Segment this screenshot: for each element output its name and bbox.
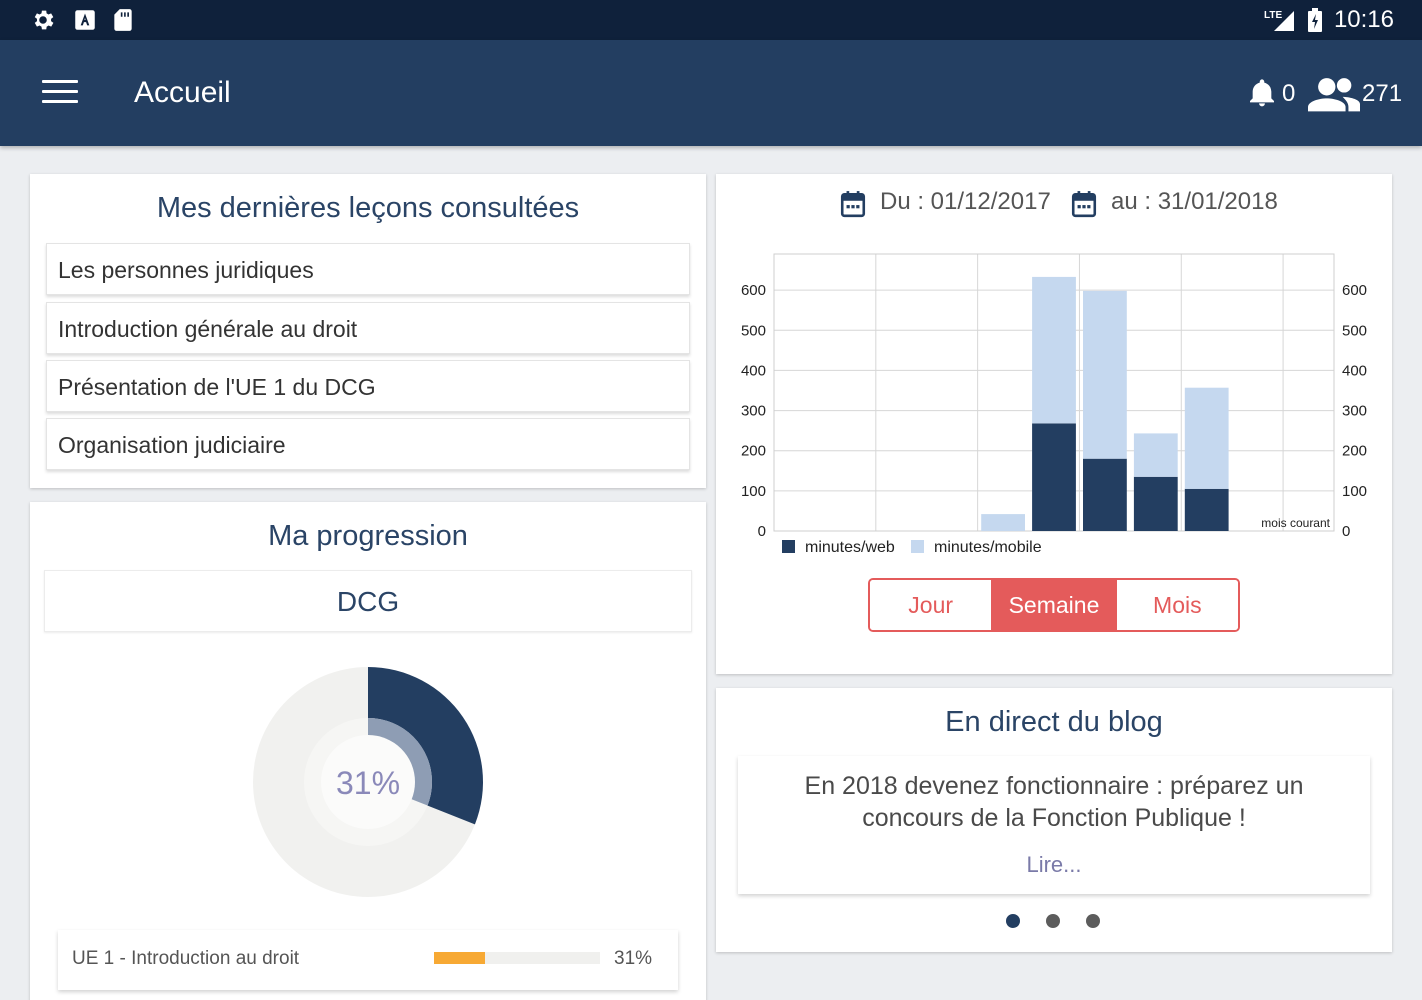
status-clock: 10:16 xyxy=(1333,6,1394,33)
unit-label: UE 1 - Introduction au droit xyxy=(72,948,300,969)
program-selector[interactable]: DCG xyxy=(44,570,692,632)
unit-progress-track xyxy=(434,952,600,964)
pager-dot[interactable] xyxy=(1086,914,1100,928)
blog-post-card[interactable]: En 2018 devenez fonctionnaire : préparez… xyxy=(738,756,1370,894)
stats-card: Du : 01/12/2017 au : 31/01/2018 0 0 100 100… xyxy=(716,174,1392,674)
legend-label: minutes/web xyxy=(805,539,895,556)
bar-minutes-mobile xyxy=(1083,290,1127,459)
donut-percent-label: 31% xyxy=(336,765,400,801)
pager-dot[interactable] xyxy=(1006,914,1020,928)
blog-headline: En 2018 devenez fonctionnaire : préparez… xyxy=(804,772,1304,832)
unit-percent: 31% xyxy=(614,948,653,969)
bar-minutes-web xyxy=(1184,488,1229,531)
recent-lessons-card: Mes dernières leçons consultées Les pers… xyxy=(30,174,706,488)
lesson-item[interactable]: Introduction générale au droit xyxy=(46,302,690,354)
battery-charging-icon xyxy=(1308,8,1322,32)
svg-text:LTE: LTE xyxy=(1264,10,1282,21)
y-tick-label-right: 300 xyxy=(1342,403,1367,420)
unit-progress-row[interactable]: UE 1 - Introduction au droit 31% xyxy=(58,930,678,990)
current-month-label: mois courant xyxy=(1261,516,1330,530)
calendar-icon[interactable] xyxy=(840,190,866,218)
legend-swatch xyxy=(782,540,795,553)
blog-card: En direct du blog En 2018 devenez foncti… xyxy=(716,688,1392,952)
bar-minutes-web xyxy=(1083,458,1127,531)
blog-read-more-link[interactable]: Lire... xyxy=(1026,852,1082,877)
keyboard-a-icon xyxy=(75,10,95,30)
status-bar: LTE 10:16 xyxy=(0,0,1422,40)
lte-signal-icon: LTE xyxy=(1264,10,1294,31)
gear-icon xyxy=(34,10,54,30)
progression-title: Ma progression xyxy=(268,520,468,552)
tab-semaine[interactable]: Semaine xyxy=(991,580,1115,630)
unit-progress-fill xyxy=(434,952,486,964)
date-from[interactable]: Du : 01/12/2017 xyxy=(880,188,1051,215)
bar-minutes-web xyxy=(1133,476,1178,531)
calendar-icon[interactable] xyxy=(1071,190,1097,218)
bar-minutes-mobile xyxy=(1184,387,1229,489)
y-tick-label-left: 300 xyxy=(741,403,766,420)
progress-donut-chart: 31% xyxy=(253,667,483,897)
y-tick-label-right: 100 xyxy=(1342,483,1367,500)
bar-minutes-web xyxy=(1032,423,1076,531)
legend-swatch xyxy=(911,540,924,553)
progression-card: Ma progression DCG 31% UE 1 - Introducti… xyxy=(30,502,706,1000)
donut-center xyxy=(321,735,415,829)
blog-title: En direct du blog xyxy=(945,706,1163,738)
y-tick-label-right: 600 xyxy=(1342,282,1367,299)
legend-label: minutes/mobile xyxy=(934,539,1042,556)
users-icon[interactable] xyxy=(1308,76,1360,112)
sd-card-icon xyxy=(114,9,132,31)
lesson-item[interactable]: Organisation judiciaire xyxy=(46,418,690,470)
notifications-count: 0 xyxy=(1282,80,1296,107)
tab-mois[interactable]: Mois xyxy=(1114,580,1238,630)
page-title: Accueil xyxy=(134,76,231,109)
recent-lessons-title: Mes dernières leçons consultées xyxy=(156,192,580,224)
y-tick-label-left: 400 xyxy=(741,362,766,379)
pager-dot[interactable] xyxy=(1046,914,1060,928)
y-tick-label-right: 200 xyxy=(1342,443,1367,460)
app-bar: Accueil 0 271 xyxy=(0,40,1422,146)
usage-bar-chart: 0 0 100 100 200 200 300 300 400 400 500 500 600 600 mo… xyxy=(741,253,1367,556)
users-count: 271 xyxy=(1362,80,1403,107)
y-tick-label-right: 0 xyxy=(1342,523,1350,540)
tab-jour[interactable]: Jour xyxy=(870,580,992,630)
bar-minutes-mobile xyxy=(1032,276,1076,424)
y-tick-label-right: 500 xyxy=(1342,322,1367,339)
menu-icon[interactable] xyxy=(42,80,78,106)
y-tick-label-right: 400 xyxy=(1342,362,1367,379)
date-to[interactable]: au : 31/01/2018 xyxy=(1111,188,1278,215)
bell-icon[interactable] xyxy=(1246,76,1278,110)
y-tick-label-left: 200 xyxy=(741,443,766,460)
y-tick-label-left: 0 xyxy=(758,523,766,540)
y-tick-label-left: 600 xyxy=(741,282,766,299)
bar-minutes-mobile xyxy=(981,514,1025,531)
period-segmented-control: Jour Semaine Mois xyxy=(868,578,1240,632)
y-tick-label-left: 500 xyxy=(741,322,766,339)
lesson-item[interactable]: Les personnes juridiques xyxy=(46,243,690,295)
lesson-item[interactable]: Présentation de l'UE 1 du DCG xyxy=(46,360,690,412)
y-tick-label-left: 100 xyxy=(741,483,766,500)
bar-minutes-mobile xyxy=(1133,433,1178,477)
